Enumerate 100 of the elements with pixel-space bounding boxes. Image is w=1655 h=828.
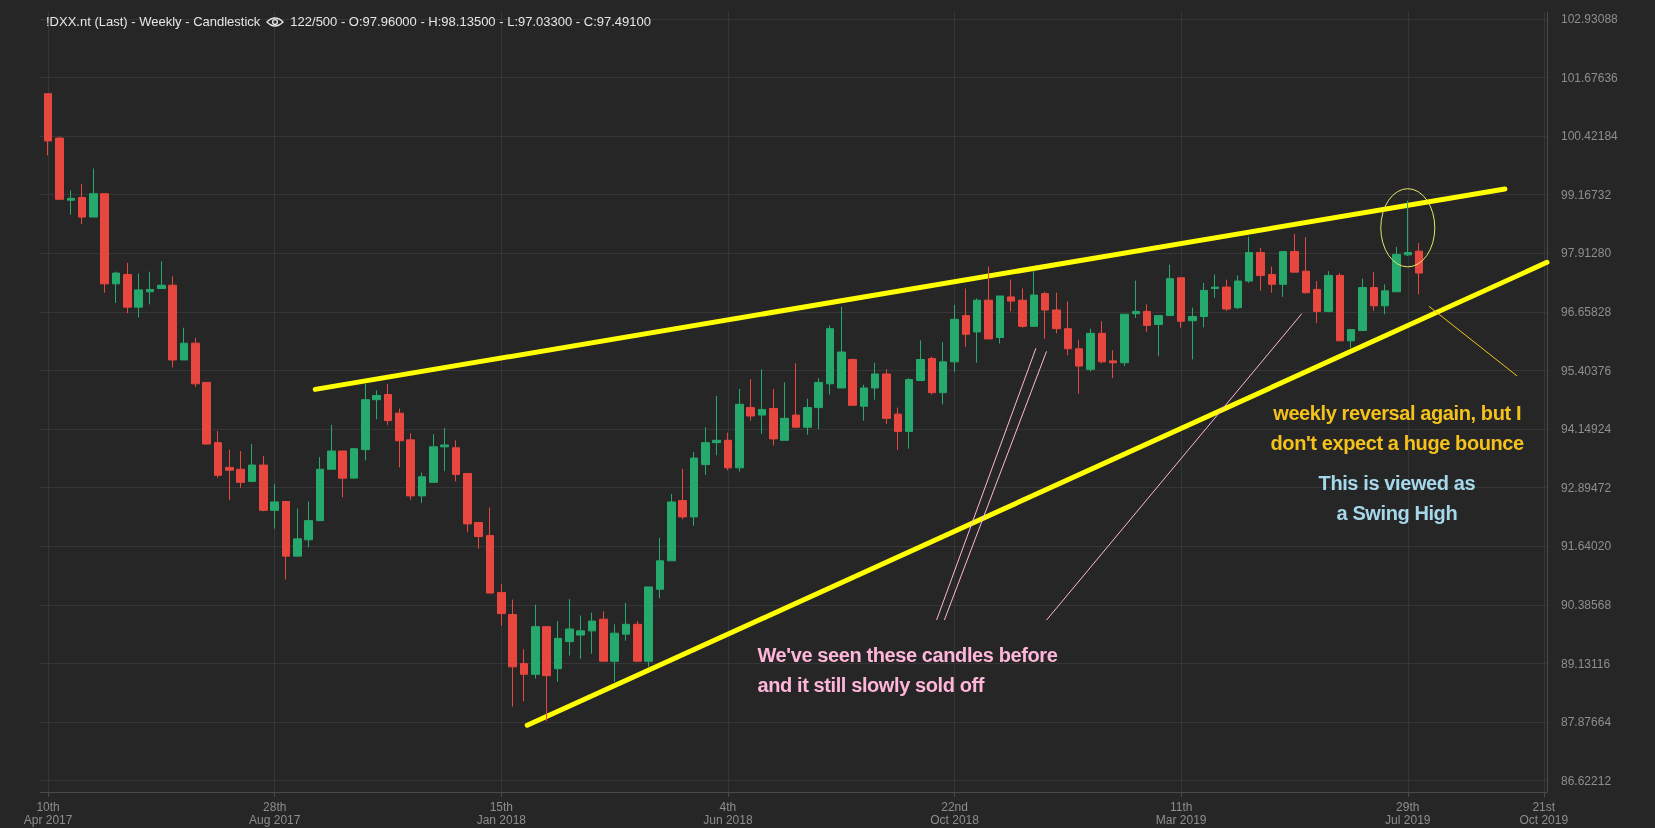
y-tick-label: 87.87664 — [1561, 715, 1612, 730]
candlestick — [916, 339, 925, 382]
candlestick — [146, 271, 154, 305]
y-tick-label: 90.38568 — [1561, 597, 1612, 612]
candlestick — [656, 537, 664, 599]
candlestick — [157, 260, 166, 289]
x-tick-label: 29th Jul 2019 — [1385, 799, 1431, 827]
candlestick — [576, 614, 585, 660]
candlestick — [939, 341, 947, 405]
candlestick — [610, 623, 619, 683]
candlestick — [1007, 279, 1015, 312]
candlestick — [508, 599, 517, 708]
candlestick — [259, 455, 268, 512]
y-tick-label: 100.42184 — [1561, 129, 1619, 144]
candlestick — [225, 449, 234, 501]
candlestick — [78, 183, 86, 225]
y-tick-label: 92.89472 — [1561, 480, 1612, 495]
candlestick — [452, 439, 460, 482]
candlestick — [622, 602, 630, 642]
candlestick — [1188, 307, 1197, 360]
x-tick-label: 4th Jun 2018 — [703, 799, 753, 827]
x-tick-label: 10th Apr 2017 — [23, 799, 73, 827]
candlestick — [418, 472, 426, 504]
candlestick — [1041, 291, 1049, 340]
candlestick — [1404, 200, 1412, 257]
candlestick — [1234, 274, 1242, 310]
candlestick — [1245, 236, 1253, 284]
candlestick — [962, 288, 970, 348]
candlestick — [248, 443, 256, 482]
candlestick — [1052, 292, 1061, 334]
candlestick — [350, 448, 358, 479]
candlestick — [588, 612, 596, 655]
candlestick — [440, 427, 449, 472]
candlestick — [1030, 270, 1038, 327]
candlestick — [826, 324, 834, 396]
candlestick — [758, 368, 766, 435]
candlestick — [1370, 271, 1378, 312]
annotation: This is viewed as a Swing High — [1317, 471, 1477, 526]
candlestick — [270, 483, 279, 530]
y-tick-label: 95.40376 — [1561, 363, 1612, 378]
x-tick-label: 28th Aug 2017 — [249, 799, 301, 827]
candlestick — [712, 395, 721, 456]
candlestick — [282, 500, 290, 580]
candlestick — [746, 378, 755, 422]
candlestick — [735, 388, 744, 473]
y-tick-label: 96.65828 — [1561, 304, 1612, 319]
candlestick — [1358, 278, 1367, 332]
candlestick — [100, 193, 109, 294]
candlestick — [316, 456, 324, 522]
candlestick — [214, 430, 222, 479]
x-tick-label: 15th Jan 2018 — [476, 799, 527, 827]
candlestick — [1324, 270, 1333, 313]
y-tick-label: 101.67636 — [1561, 70, 1619, 85]
candlestick — [644, 586, 653, 668]
candlestick — [123, 262, 132, 314]
candlestick — [871, 362, 879, 401]
y-tick-label: 86.62212 — [1561, 773, 1612, 788]
candlestick — [531, 604, 540, 679]
candlestick — [848, 358, 857, 406]
candlestick — [1109, 349, 1117, 379]
candlestick — [1143, 303, 1151, 333]
y-tick-label: 91.64020 — [1561, 539, 1612, 554]
candlestick — [1120, 313, 1129, 367]
candlestick — [497, 583, 506, 627]
candlestick — [463, 472, 472, 533]
candlestick — [860, 384, 868, 422]
candlestick — [1279, 251, 1287, 298]
candlestick — [1268, 266, 1276, 294]
candlestick — [1098, 320, 1106, 364]
candlestick — [520, 648, 528, 702]
candlestick — [1154, 315, 1163, 357]
candlestick — [202, 381, 211, 445]
y-tick-label: 97.91280 — [1561, 246, 1612, 261]
candlestick — [701, 426, 710, 476]
candlestick — [667, 493, 676, 562]
candlestick — [554, 620, 562, 683]
chart-title: !DXX.nt (Last) - Weekly - Candlestick — [46, 14, 261, 29]
candlestick — [1222, 279, 1231, 312]
candlestick — [792, 362, 800, 428]
annotation: weekly reversal again, but I don't expect a huge bounce — [1269, 401, 1525, 456]
candlestick — [542, 626, 551, 722]
candlestick — [89, 167, 98, 218]
candlestick — [429, 433, 438, 483]
candlestick — [1075, 339, 1083, 395]
candlestick — [599, 610, 608, 662]
candlestick — [67, 189, 75, 216]
candlestick — [882, 368, 891, 425]
y-tick-label: 99.16732 — [1561, 187, 1612, 202]
candlestick — [395, 408, 404, 468]
candlestick — [1018, 288, 1027, 329]
candlestick — [384, 383, 392, 426]
candlestick — [1336, 272, 1344, 342]
candlestick — [304, 500, 313, 548]
candlestick — [1132, 280, 1140, 319]
y-tick-label: 102.93088 — [1561, 11, 1619, 26]
candlestick — [678, 468, 687, 520]
candlestick — [1064, 301, 1072, 356]
candlestick — [1211, 273, 1219, 299]
candlestick — [1166, 264, 1174, 317]
x-tick-label: 22nd Oct 2018 — [930, 799, 980, 827]
